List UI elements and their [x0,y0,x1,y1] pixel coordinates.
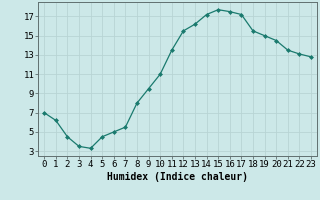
X-axis label: Humidex (Indice chaleur): Humidex (Indice chaleur) [107,172,248,182]
